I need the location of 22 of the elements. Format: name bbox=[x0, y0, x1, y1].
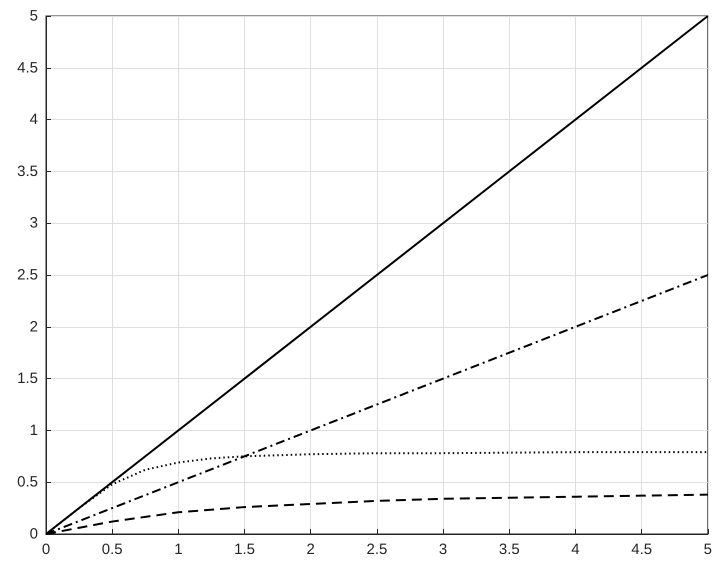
y-tick-label: 5 bbox=[30, 8, 38, 24]
y-tick-label: 4.5 bbox=[17, 59, 38, 76]
y-tick-label: 4 bbox=[30, 111, 38, 128]
y-tick-label: 2 bbox=[30, 318, 38, 336]
x-tick-label: 3 bbox=[438, 541, 448, 558]
x-tick-label: 1 bbox=[174, 541, 183, 558]
x-tick-label: 3.5 bbox=[498, 541, 520, 558]
x-tick-label: 4.5 bbox=[631, 541, 652, 558]
y-tick-label: 2.5 bbox=[17, 266, 38, 284]
y-tick-label: 0 bbox=[30, 526, 38, 542]
y-tick-label: 1 bbox=[30, 422, 38, 439]
x-tick-label: 1.5 bbox=[234, 541, 255, 558]
x-tick-label: 4 bbox=[571, 541, 580, 558]
y-tick-label: 0.5 bbox=[17, 474, 38, 491]
y-tick-label: 1.5 bbox=[17, 370, 38, 388]
y-tick-label: 3 bbox=[30, 214, 38, 232]
x-tick-label: 0.5 bbox=[102, 541, 123, 558]
x-tick-label: 5 bbox=[704, 541, 712, 558]
x-tick-label: 2.5 bbox=[366, 541, 388, 558]
x-tick-label: 2 bbox=[306, 541, 315, 558]
x-tick-label: 0 bbox=[42, 541, 50, 558]
y-tick-label: 3.5 bbox=[17, 162, 38, 180]
